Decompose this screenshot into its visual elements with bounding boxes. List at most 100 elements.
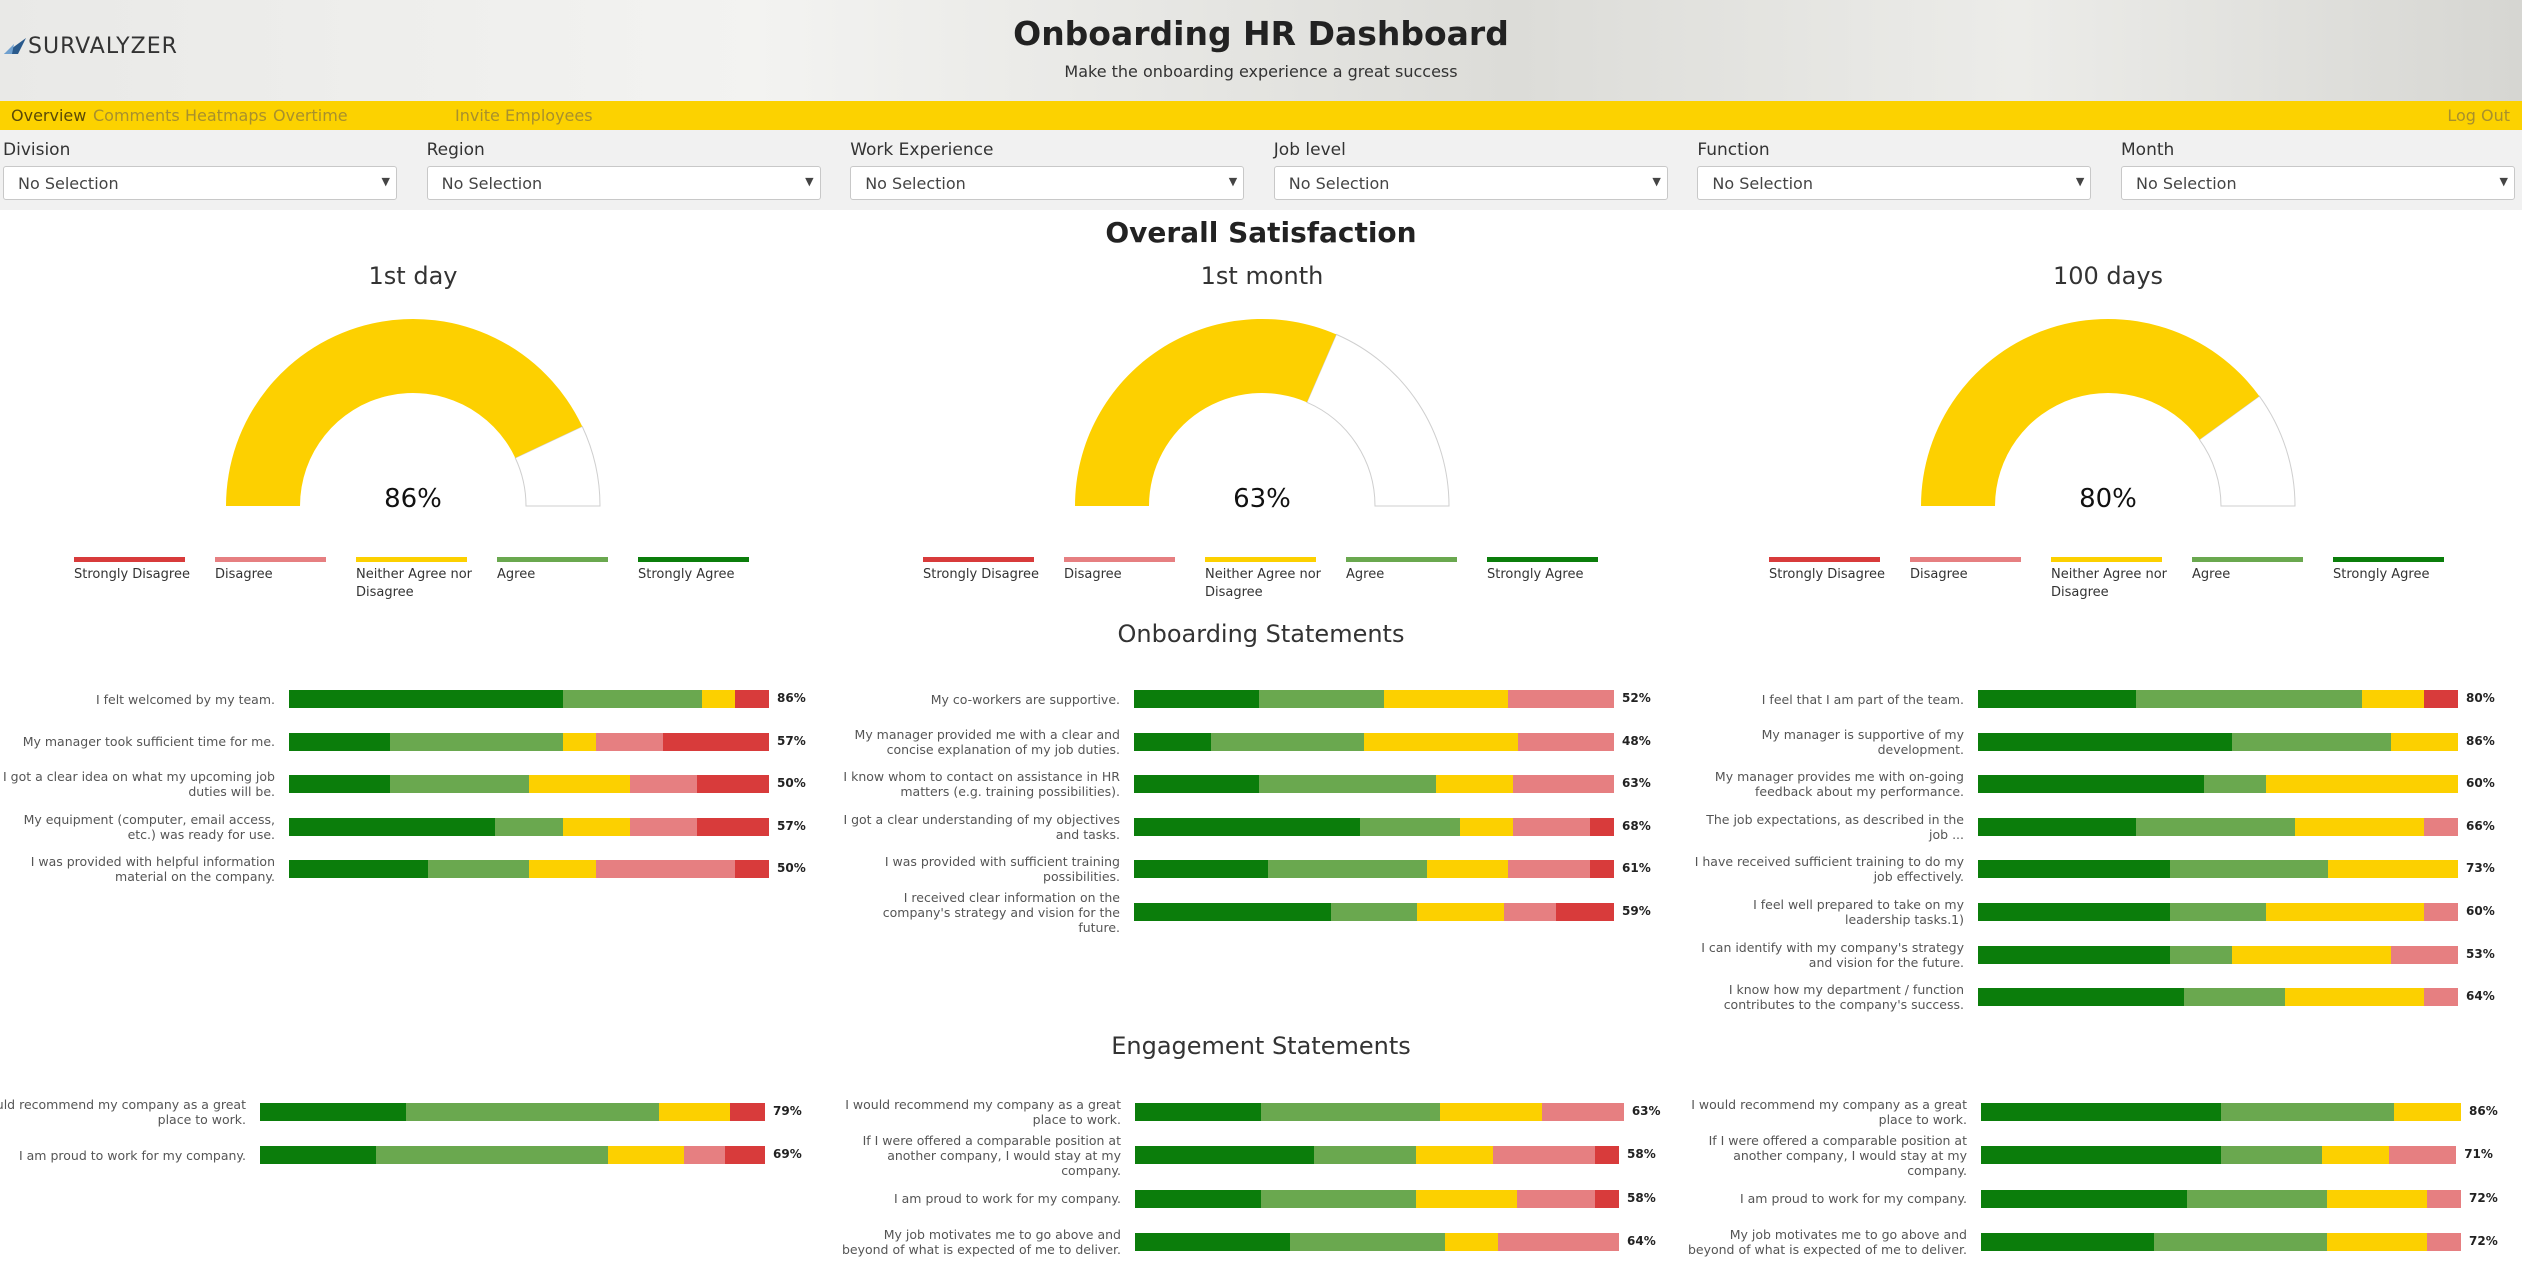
filter-label: Work Experience <box>850 140 994 160</box>
bar-segment <box>724 1146 765 1165</box>
filter-select[interactable]: No Selection ▼ <box>2121 166 2515 200</box>
filter-label: Function <box>1697 140 1770 160</box>
statement-label: If I were offered a comparable position … <box>1708 1132 1967 1178</box>
bar-segment <box>1978 732 2233 751</box>
filter-select[interactable]: No Selection ▼ <box>850 166 1245 200</box>
section-title: Engagement Statements <box>1111 1032 1411 1060</box>
bar-segment <box>1513 817 1590 836</box>
bar-segment <box>2170 903 2266 921</box>
nav-bar: Overview Comments Heatmaps Overtime Invite E… <box>0 101 2522 130</box>
bar-segment <box>1978 817 2137 836</box>
bar-segment <box>1210 732 1365 751</box>
legend-swatch <box>1205 557 1316 562</box>
bar-segment <box>2153 1232 2327 1251</box>
statement-label: I know whom to contact on assistance in … <box>843 769 1120 800</box>
statement-label: I feel that I am part of the team. <box>1761 691 1964 707</box>
bar-segment <box>1978 988 2185 1007</box>
bar-segment <box>389 775 529 794</box>
bar-segment <box>1981 1189 2188 1208</box>
filter-value: No Selection <box>2136 174 2237 193</box>
bar-segment <box>663 732 769 751</box>
bar-segment <box>1503 903 1557 921</box>
bar-segment <box>1314 1146 1416 1165</box>
logout-link[interactable]: Log Out <box>2447 106 2510 125</box>
statement-label: If I were offered a comparable position … <box>862 1132 1121 1178</box>
bar-segment <box>376 1146 609 1165</box>
filter-label: Division <box>3 140 71 160</box>
bar-segment <box>1258 775 1437 794</box>
nav-tab[interactable]: Heatmaps <box>185 106 267 125</box>
legend-swatch <box>1064 557 1175 562</box>
filter-label: Month <box>2121 140 2175 160</box>
bar-percent: 66% <box>2466 818 2495 833</box>
bar-percent: 57% <box>777 733 806 748</box>
bar-segment <box>2424 988 2458 1007</box>
bar-segment <box>1415 1146 1494 1165</box>
page-subtitle: Make the onboarding experience a great s… <box>1064 62 1458 81</box>
bar-percent: 63% <box>1622 776 1651 791</box>
bar-segment <box>1134 817 1360 836</box>
filter-select[interactable]: No Selection ▼ <box>1697 166 2092 200</box>
nav-tab[interactable]: Overtime <box>273 106 348 125</box>
bar-segment <box>1590 817 1614 836</box>
bar-percent: 57% <box>777 818 806 833</box>
bar-segment <box>2266 903 2425 921</box>
bar-percent: 60% <box>2466 776 2495 791</box>
dropdown-caret: ▼ <box>1652 175 1661 188</box>
bar-segment <box>2389 1146 2457 1165</box>
legend-swatch <box>923 557 1034 562</box>
bar-segment <box>1978 903 2170 921</box>
statement-label: I am proud to work for my company. <box>893 1191 1121 1207</box>
bar-segment <box>2170 945 2233 964</box>
bar-segment <box>1135 1189 1261 1208</box>
header: SURVALYZER Onboarding HR Dashboard Make … <box>0 0 2522 101</box>
nav-tab[interactable]: Overview <box>11 106 87 125</box>
bar-segment <box>1260 1103 1440 1121</box>
bar-segment <box>1134 690 1259 708</box>
legend-swatch <box>1487 557 1598 562</box>
filter-select[interactable]: No Selection ▼ <box>426 166 821 200</box>
statement-label: My manager is supportive of my developme… <box>1761 726 1964 757</box>
bar-segment <box>1444 1232 1498 1251</box>
statement-label: My equipment (computer, email access, et… <box>23 811 275 842</box>
bar-segment <box>1498 1232 1619 1251</box>
statement-label: I got a clear understanding of my object… <box>843 811 1120 842</box>
bar-segment <box>2390 945 2458 964</box>
bar-segment <box>289 775 390 794</box>
bar-segment <box>2232 945 2391 964</box>
dropdown-caret: ▼ <box>381 175 390 188</box>
legend-swatch <box>1346 557 1457 562</box>
bar-percent: 72% <box>2469 1233 2498 1248</box>
bar-segment <box>1383 690 1509 708</box>
bar-segment <box>260 1103 407 1121</box>
legend-label: Neither Agree nor Disagree <box>2051 567 2168 600</box>
dropdown-caret: ▼ <box>805 175 814 188</box>
legend-swatch <box>74 557 185 562</box>
gauge-value: 80% <box>2079 484 2137 514</box>
bar-segment <box>1364 732 1518 751</box>
nav-tab[interactable]: Invite Employees <box>455 106 593 125</box>
bar-segment <box>2203 775 2266 794</box>
legend-swatch <box>2333 557 2444 562</box>
bar-segment <box>596 860 736 879</box>
legend-label: Agree <box>2192 567 2231 582</box>
legend-label: Strongly Disagree <box>1769 567 1885 582</box>
statement-label: I received clear information on the comp… <box>882 889 1120 935</box>
bar-segment <box>1135 1103 1261 1121</box>
bar-segment <box>1134 732 1211 751</box>
bar-segment <box>1518 732 1614 751</box>
filter-select[interactable]: No Selection ▼ <box>3 166 397 200</box>
bar-percent: 79% <box>773 1104 802 1118</box>
bar-segment <box>658 1103 730 1121</box>
bar-segment <box>697 817 769 836</box>
bar-segment <box>2424 690 2458 708</box>
gauge <box>1075 318 1450 507</box>
bar-segment <box>735 860 769 879</box>
bar-segment <box>2232 732 2391 751</box>
nav-tab[interactable]: Comments <box>93 106 180 125</box>
filter-select[interactable]: No Selection ▼ <box>1273 166 1668 200</box>
dropdown-caret: ▼ <box>1228 175 1238 188</box>
filter-value: No Selection <box>18 174 119 193</box>
bar-segment <box>629 817 697 836</box>
bar-segment <box>1436 775 1514 794</box>
